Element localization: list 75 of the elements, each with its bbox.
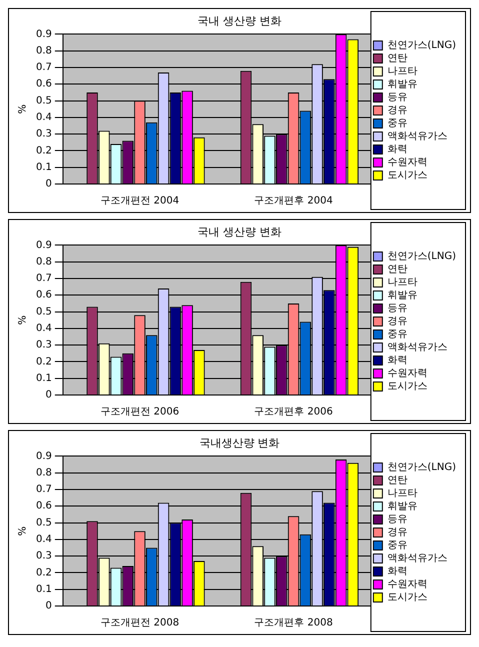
y-tick-label: 0.5 (36, 306, 52, 318)
legend-label: 수원자력 (387, 368, 428, 380)
x-tick-label: 구조개편후 2008 (254, 618, 333, 629)
legend-label: 화력 (387, 144, 408, 156)
legend-label: 화력 (387, 355, 408, 366)
legend-label: 화력 (387, 566, 408, 578)
y-tick-label: 0.7 (36, 484, 52, 496)
y-tick-label: 0 (46, 178, 52, 190)
x-tick-label: 구조개편전 2008 (100, 618, 180, 629)
legend-label: 액화석유가스 (387, 131, 448, 142)
legend-label: 연탄 (387, 264, 408, 276)
chart-title: 국내생산량 변화 (199, 436, 280, 450)
y-tick-label: 0.8 (36, 467, 52, 478)
y-tick-label: 0.5 (36, 517, 52, 528)
y-tick-label: 0.4 (36, 112, 52, 124)
y-tick-label: 0.4 (36, 534, 52, 546)
y-axis-title: % (18, 526, 29, 536)
y-tick-label: 0.9 (36, 28, 52, 40)
legend-label: 휘발유 (387, 290, 418, 302)
legend-label: 도시가스 (387, 170, 428, 182)
legend-label: 중유 (387, 540, 408, 552)
legend-label: 천연가스(LNG) (387, 251, 456, 262)
chart-title: 국내 생산량 변화 (198, 14, 282, 28)
y-tick-label: 0 (46, 600, 52, 612)
legend-label: 수원자력 (387, 157, 428, 168)
y-tick-label: 0.1 (36, 162, 52, 173)
x-tick-label: 구조개편후 2006 (254, 406, 333, 418)
y-tick-label: 0.2 (36, 567, 52, 578)
legend-label: 중유 (387, 118, 408, 130)
y-tick-label: 0 (46, 390, 52, 401)
legend-label: 나프타 (387, 488, 418, 500)
legend-label: 연탄 (387, 53, 408, 64)
y-tick-label: 0.3 (36, 340, 52, 351)
x-tick-label: 구조개편전 2004 (100, 196, 180, 207)
legend-label: 휘발유 (387, 79, 418, 90)
y-tick-label: 0.4 (36, 323, 52, 334)
legend-label: 연탄 (387, 475, 408, 486)
legend-label: 경유 (387, 316, 408, 328)
legend-label: 액화석유가스 (387, 342, 448, 354)
legend-label: 액화석유가스 (387, 553, 448, 564)
x-tick-label: 구조개편전 2006 (100, 406, 180, 418)
legend-label: 경유 (387, 105, 408, 116)
legend-label: 도시가스 (387, 592, 428, 604)
y-tick-label: 0.3 (36, 128, 52, 140)
y-tick-label: 0.9 (36, 240, 52, 251)
legend-label: 수원자력 (387, 579, 428, 590)
legend-label: 나프타 (387, 66, 418, 78)
y-tick-label: 0.2 (36, 145, 52, 156)
legend-label: 도시가스 (387, 381, 428, 392)
legend-label: 휘발유 (387, 501, 418, 512)
y-tick-label: 0.1 (36, 584, 52, 595)
y-tick-label: 0.6 (36, 78, 52, 90)
y-tick-label: 0.2 (36, 356, 52, 368)
legend-label: 천연가스(LNG) (387, 40, 456, 52)
y-tick-label: 0.8 (36, 45, 52, 56)
y-tick-label: 0.1 (36, 372, 52, 384)
chart-title: 국내 생산량 변화 (198, 225, 282, 238)
y-axis-title: % (18, 315, 29, 325)
legend-label: 등유 (387, 514, 408, 526)
y-tick-label: 0.7 (36, 273, 52, 284)
x-tick-label: 구조개편후 2004 (254, 196, 333, 207)
y-tick-label: 0.7 (36, 62, 52, 74)
y-tick-label: 0.6 (36, 290, 52, 301)
y-tick-label: 0.8 (36, 256, 52, 268)
y-axis-title: % (18, 104, 29, 114)
legend-label: 등유 (387, 303, 408, 314)
y-tick-label: 0.5 (36, 95, 52, 106)
y-tick-label: 0.3 (36, 550, 52, 562)
legend-label: 천연가스(LNG) (387, 462, 456, 474)
y-tick-label: 0.6 (36, 500, 52, 512)
legend-label: 나프타 (387, 277, 418, 288)
legend-label: 중유 (387, 329, 408, 340)
legend-label: 등유 (387, 92, 408, 104)
legend-label: 경유 (387, 527, 408, 538)
y-tick-label: 0.9 (36, 450, 52, 462)
